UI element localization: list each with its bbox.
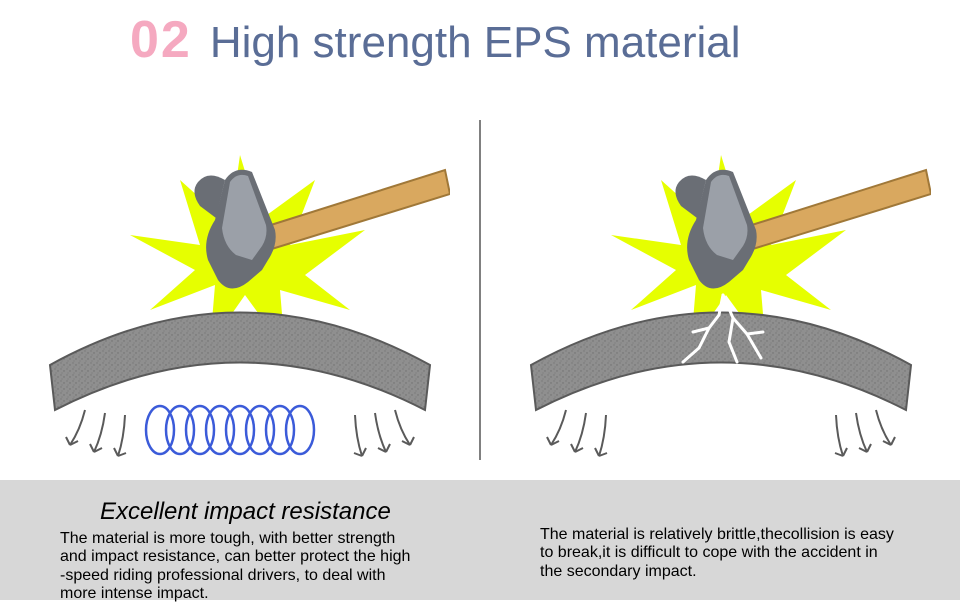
illustration-cracked	[511, 110, 931, 470]
spring-coils-icon	[146, 406, 314, 454]
footer-right-body: The material is relatively brittle,theco…	[540, 526, 900, 581]
deflection-arrows-left	[547, 410, 607, 456]
footer: Excellent impact resistance The material…	[0, 480, 960, 600]
section-number: 02	[130, 10, 192, 70]
footer-left-title: Excellent impact resistance	[60, 498, 420, 526]
footer-right-col: The material is relatively brittle,theco…	[540, 498, 900, 600]
illustration-intact	[30, 110, 450, 470]
deflection-arrows-left	[66, 410, 126, 456]
hammer-icon	[194, 170, 450, 289]
deflection-arrows-right	[835, 410, 895, 456]
deflection-arrows-right	[354, 410, 414, 456]
illustration-row	[0, 90, 960, 490]
header: 02 High strength EPS material	[0, 0, 960, 70]
hammer-icon	[675, 170, 931, 289]
helmet-arc	[50, 313, 430, 411]
panel-left	[0, 90, 479, 490]
footer-left-body: The material is more tough, with better …	[60, 530, 420, 604]
panel-right	[481, 90, 960, 490]
helmet-arc	[531, 313, 911, 411]
section-title: High strength EPS material	[210, 18, 741, 68]
footer-left-col: Excellent impact resistance The material…	[60, 498, 420, 600]
